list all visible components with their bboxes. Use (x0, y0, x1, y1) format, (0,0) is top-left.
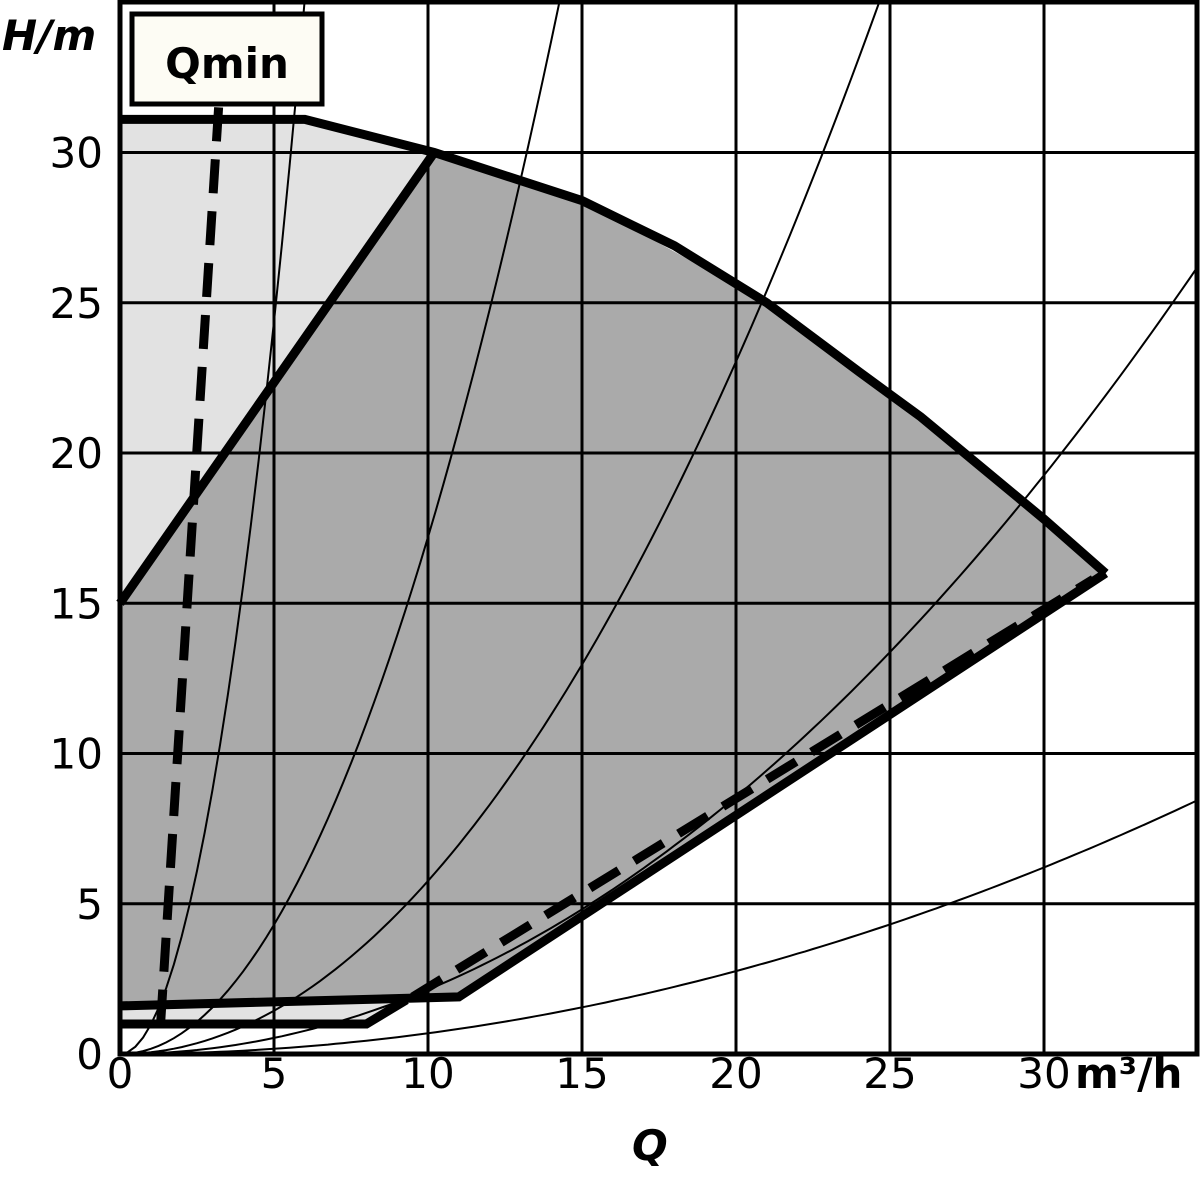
lower-dashed-line (410, 575, 1096, 1001)
main-operating-region (120, 152, 1106, 1006)
y-tick-label: 25 (50, 279, 103, 328)
x-tick-label: 25 (863, 1049, 916, 1098)
y-tick-label: 30 (50, 129, 103, 178)
x-tick-label: 0 (107, 1049, 134, 1098)
x-tick-label: 20 (709, 1049, 762, 1098)
y-tick-label: 20 (50, 429, 103, 478)
x-tick-label: 30 (1017, 1049, 1070, 1098)
qmin-label: Qmin (129, 11, 325, 107)
y-tick-label: 0 (76, 1030, 103, 1079)
x-tick-label: 10 (401, 1049, 454, 1098)
x-tick-label: 15 (555, 1049, 608, 1098)
y-tick-label: 15 (50, 579, 103, 628)
y-axis-label: H/m (2, 11, 96, 60)
qmin-label-box (129, 11, 325, 107)
max-curve-line (120, 114, 1109, 577)
x-axis-unit: m³/h (1075, 1049, 1182, 1098)
y-tick-label: 5 (76, 880, 103, 929)
min-curve-line (120, 996, 409, 1029)
x-tick-label: 5 (261, 1049, 288, 1098)
upper-constant-line-line (116, 149, 438, 606)
system-curve (120, 265, 1199, 1055)
qmin-label-text: Qmin (165, 39, 289, 88)
plot-frame (117, 0, 1200, 1057)
system-curve (120, 799, 1199, 1055)
y-tick-label: 10 (50, 730, 103, 779)
lower-boundary-line (119, 569, 1109, 1011)
x-axis-label: Q (632, 1121, 668, 1170)
